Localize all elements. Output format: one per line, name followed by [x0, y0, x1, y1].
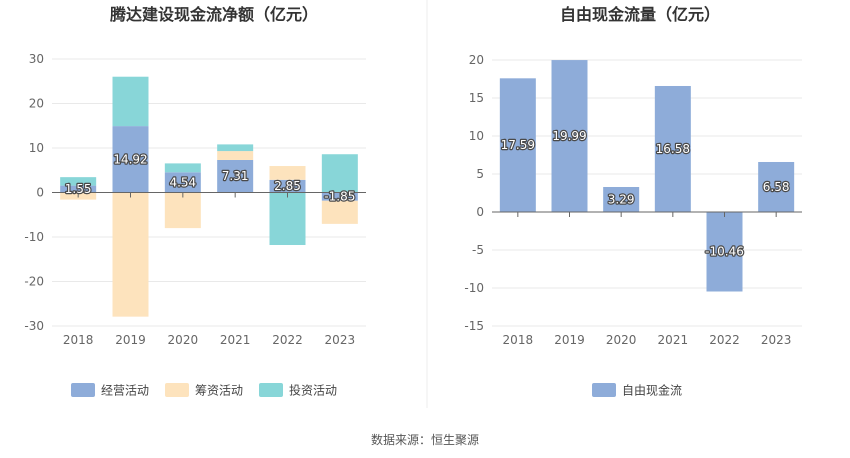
chart1-ytick-label: 0	[476, 205, 484, 219]
chart0-bar-2022	[269, 192, 306, 246]
chart0-data-label: 14.92	[113, 152, 147, 166]
chart0-xtick-label: 2018	[63, 333, 94, 347]
chart0-ytick-label: -30	[24, 319, 44, 333]
chart0-ytick-label: 0	[36, 186, 44, 200]
chart1-bar-2022	[706, 212, 743, 292]
chart1-ytick-label: 5	[476, 167, 484, 181]
chart0-legend-item[interactable]: 投资活动	[259, 383, 337, 398]
chart1-data-label: 17.59	[501, 138, 535, 152]
chart0-legend-swatch	[71, 383, 95, 397]
chart0-legend-swatch	[259, 383, 283, 397]
chart0-legend-swatch	[165, 383, 189, 397]
chart1-bar-2023	[758, 161, 795, 212]
chart1-ytick-label: -15	[464, 319, 484, 333]
chart1-ytick-label: -10	[464, 281, 484, 295]
chart1-legend-swatch	[592, 383, 616, 397]
chart0-data-label: 1.55	[65, 182, 92, 196]
chart1-legend-item[interactable]: 自由现金流	[592, 383, 682, 398]
chart0-bar-2023	[321, 154, 358, 193]
chart0-bar-2021	[217, 159, 254, 193]
chart0-bar-2021	[217, 151, 254, 160]
source-note: 数据来源：恒生聚源	[371, 432, 479, 447]
chart0-bar-2020	[164, 163, 201, 173]
chart0-ytick-label: 20	[29, 97, 44, 111]
chart-title-left: 腾达建设现金流净额（亿元）	[110, 5, 318, 24]
chart0-legend-item[interactable]: 筹资活动	[165, 383, 243, 398]
chart0-xtick-label: 2021	[220, 333, 251, 347]
right-legend: 自由现金流	[592, 383, 682, 398]
chart0-legend-label: 投资活动	[289, 383, 337, 398]
chart0-data-label: 2.85	[274, 179, 301, 193]
chart1-data-label: 6.58	[763, 180, 790, 194]
chart0-bar-2018	[60, 185, 97, 193]
chart0-bar-2021	[217, 144, 254, 152]
chart0-bar-2023	[321, 200, 358, 224]
chart0-xtick-label: 2023	[325, 333, 356, 347]
chart0-xtick-label: 2019	[115, 333, 146, 347]
chart1-bar-2021	[654, 85, 691, 212]
chart0-bar-2019	[112, 126, 149, 193]
chart1-bar-2019	[551, 60, 588, 212]
chart1-ytick-label: 20	[469, 53, 484, 67]
chart1-data-label: 3.29	[608, 192, 635, 206]
chart1-xtick-label: 2020	[606, 333, 637, 347]
chart0-data-label: 4.54	[169, 175, 196, 189]
chart0-ytick-label: -20	[24, 275, 44, 289]
chart0-legend-item[interactable]: 经营活动	[71, 383, 149, 398]
chart0-xtick-label: 2020	[168, 333, 199, 347]
chart1-ytick-label: 15	[469, 91, 484, 105]
chart0-bar-2019	[112, 192, 149, 317]
chart1-xtick-label: 2018	[503, 333, 534, 347]
chart1-data-label: 19.99	[552, 129, 586, 143]
chart1-xtick-label: 2023	[761, 333, 792, 347]
chart-title-right: 自由现金流量（亿元）	[560, 5, 720, 24]
right-chart: 20 15 10 5 0 -5 -10 -15 2018 2019 2020 2021 2022 2023…	[464, 53, 802, 347]
chart0-data-label: -1.85	[324, 190, 355, 204]
chart0-bar-2020	[164, 192, 201, 229]
chart1-data-label: -10.46	[705, 245, 744, 259]
chart0-xtick-label: 2022	[272, 333, 303, 347]
chart0-ytick-label: 30	[29, 52, 44, 66]
chart1-ytick-label: -5	[472, 243, 484, 257]
chart0-bar-2019	[112, 76, 149, 127]
chart1-data-label: 16.58	[656, 142, 690, 156]
chart0-legend-label: 筹资活动	[195, 384, 243, 398]
chart0-ytick-label: -10	[24, 230, 44, 244]
chart0-ytick-label: 10	[29, 141, 44, 155]
chart1-xtick-label: 2021	[658, 333, 689, 347]
left-legend: 经营活动 筹资活动 投资活动	[71, 383, 337, 398]
chart1-bar-2020	[603, 186, 640, 212]
chart0-bar-2020	[164, 172, 201, 193]
chart0-bar-2018	[60, 177, 97, 186]
chart1-xtick-label: 2019	[554, 333, 585, 347]
chart0-data-label: 7.31	[222, 169, 249, 183]
chart0-legend-label: 经营活动	[101, 384, 149, 398]
chart1-legend-label: 自由现金流	[622, 383, 682, 398]
chart1-ytick-label: 10	[469, 129, 484, 143]
chart0-bar-2022	[269, 179, 306, 193]
left-chart: 30 20 10 0 -10 -20 -30 2018 2019 2020 2021 2022 2023…	[24, 52, 366, 347]
chart0-bar-2022	[269, 166, 306, 180]
chart1-bar-2018	[499, 78, 536, 212]
chart1-xtick-label: 2022	[709, 333, 740, 347]
